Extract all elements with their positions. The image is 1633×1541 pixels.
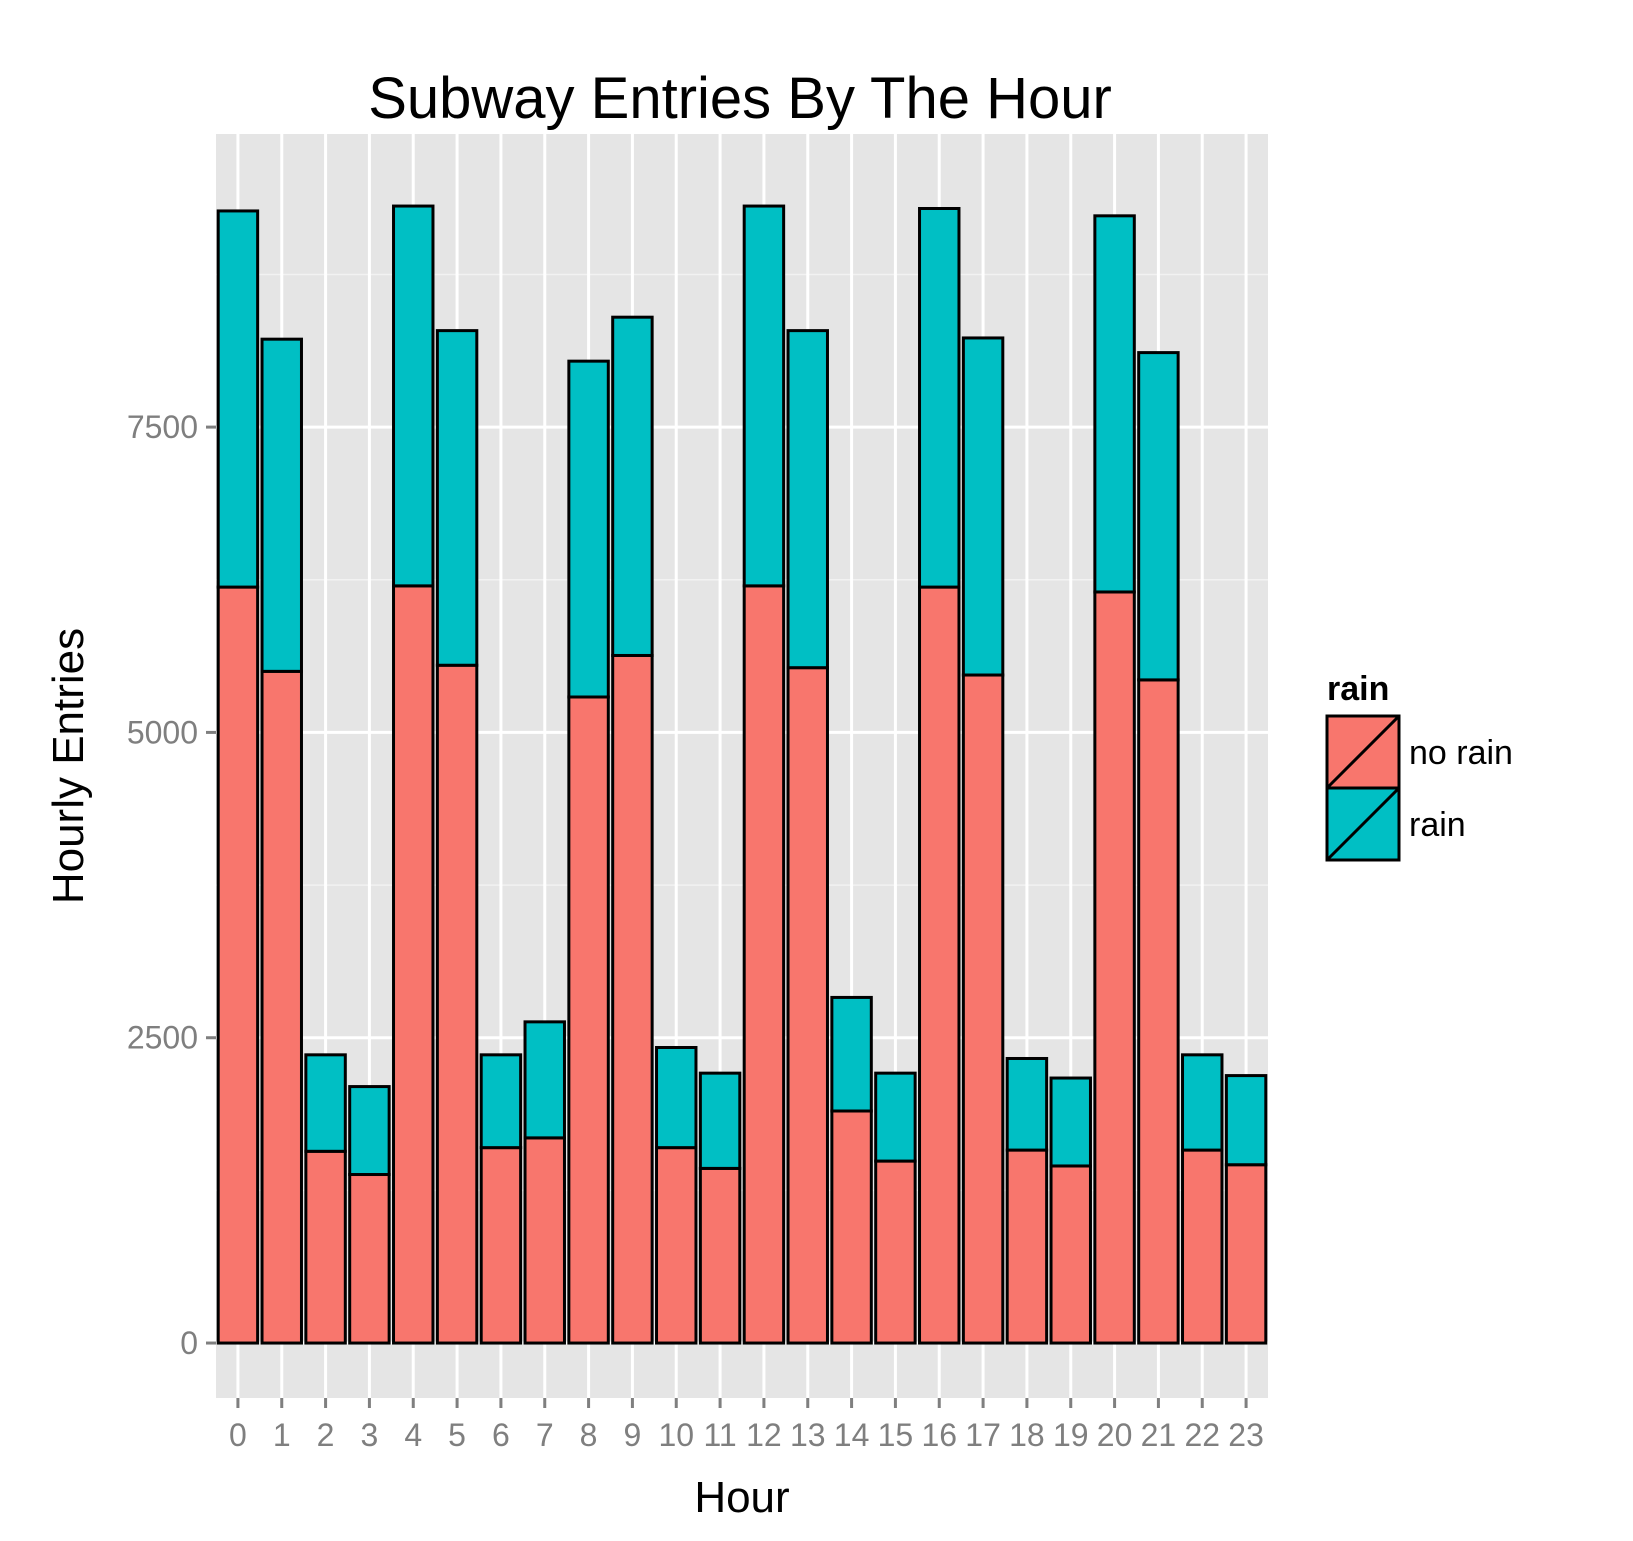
y-tick-label: 5000 <box>127 714 198 750</box>
bar-no-rain-hour-1 <box>260 669 303 1345</box>
bar-no-rain-hour-4 <box>392 584 435 1345</box>
bar-rain-hour-2 <box>304 1053 347 1153</box>
x-tick-label: 22 <box>1184 1417 1220 1453</box>
x-tick-label: 4 <box>404 1417 422 1453</box>
legend-title: rain <box>1327 670 1389 708</box>
bar-no-rain-hour-14 <box>830 1109 873 1345</box>
x-tick-label: 6 <box>492 1417 510 1453</box>
bar-rain-hour-5 <box>435 329 479 667</box>
bar-no-rain-hour-5 <box>435 663 479 1345</box>
x-axis-title: Hour <box>694 1473 789 1522</box>
bar-no-rain-hour-20 <box>1093 590 1136 1345</box>
bar-no-rain-hour-17 <box>961 673 1005 1345</box>
bar-no-rain-hour-6 <box>479 1146 523 1345</box>
bar-no-rain-hour-18 <box>1005 1148 1049 1345</box>
x-tick-label: 23 <box>1228 1417 1264 1453</box>
bar-no-rain-hour-10 <box>655 1146 698 1345</box>
x-tick-label: 20 <box>1097 1417 1133 1453</box>
legend-label-rain: rain <box>1409 806 1466 844</box>
bar-no-rain-hour-23 <box>1224 1163 1268 1345</box>
bar-no-rain-hour-2 <box>304 1149 347 1345</box>
y-tick-label: 0 <box>180 1325 198 1361</box>
bar-rain-hour-6 <box>479 1053 523 1150</box>
x-tick-label: 5 <box>448 1417 466 1453</box>
bar-rain-hour-23 <box>1224 1074 1268 1167</box>
x-axis: 0 1 2 3 4 5 6 7 8 9 10 11 12 13 14 15 16 17 18 19 20 21 22 23 <box>229 1398 1264 1453</box>
bar-rain-hour-0 <box>216 209 260 589</box>
bar-rain-hour-17 <box>961 336 1005 677</box>
bar-rain-hour-10 <box>655 1045 698 1150</box>
bar-rain-hour-21 <box>1137 351 1180 682</box>
x-tick-label: 10 <box>658 1417 694 1453</box>
x-tick-label: 19 <box>1053 1417 1089 1453</box>
legend-items: no rain rain <box>1325 714 1513 862</box>
bar-rain-hour-12 <box>742 204 786 588</box>
bar-no-rain-hour-21 <box>1137 678 1180 1345</box>
bar-rain-hour-8 <box>567 359 610 699</box>
y-axis-title: Hourly Entries <box>44 628 93 904</box>
legend-key-slash <box>1325 714 1401 790</box>
bars-layer <box>216 204 1268 1345</box>
bar-rain-hour-7 <box>523 1020 566 1140</box>
x-tick-label: 11 <box>703 1417 736 1453</box>
x-tick-label: 21 <box>1141 1417 1177 1453</box>
x-tick-label: 17 <box>965 1417 1001 1453</box>
bar-rain-hour-19 <box>1049 1076 1092 1168</box>
x-tick-label: 14 <box>834 1417 870 1453</box>
x-tick-label: 13 <box>790 1417 826 1453</box>
x-tick-label: 16 <box>921 1417 957 1453</box>
bar-rain-hour-1 <box>260 337 303 673</box>
bar-no-rain-hour-7 <box>523 1136 566 1345</box>
bar-rain-hour-11 <box>698 1071 742 1170</box>
bar-no-rain-hour-8 <box>567 695 610 1345</box>
bar-no-rain-hour-9 <box>611 653 654 1345</box>
plot-panel <box>216 134 1268 1398</box>
legend: rain no rain rain <box>1325 670 1513 862</box>
x-tick-label: 8 <box>580 1417 598 1453</box>
bar-no-rain-hour-19 <box>1049 1164 1092 1345</box>
bar-no-rain-hour-11 <box>698 1166 742 1345</box>
bar-rain-hour-4 <box>392 204 435 588</box>
bar-rain-hour-14 <box>830 995 873 1113</box>
bar-rain-hour-3 <box>348 1085 391 1177</box>
bar-rain-hour-15 <box>874 1071 917 1163</box>
x-tick-label: 15 <box>878 1417 914 1453</box>
legend-label-no-rain: no rain <box>1409 734 1513 772</box>
x-tick-label: 9 <box>624 1417 642 1453</box>
x-tick-label: 2 <box>317 1417 335 1453</box>
bar-no-rain-hour-12 <box>742 584 786 1345</box>
bar-rain-hour-20 <box>1093 214 1136 594</box>
bar-no-rain-hour-13 <box>786 666 829 1345</box>
bar-no-rain-hour-15 <box>874 1159 917 1345</box>
x-tick-label: 12 <box>746 1417 782 1453</box>
bar-rain-hour-9 <box>611 315 654 657</box>
y-tick-label: 7500 <box>127 409 198 445</box>
bar-no-rain-hour-0 <box>216 585 260 1345</box>
bar-no-rain-hour-16 <box>918 585 961 1345</box>
bar-rain-hour-16 <box>918 206 961 589</box>
bar-rain-hour-13 <box>786 329 829 670</box>
x-tick-label: 1 <box>273 1417 291 1453</box>
y-axis: 0 2500 5000 7500 <box>127 409 216 1361</box>
bar-no-rain-hour-22 <box>1181 1148 1224 1345</box>
y-tick-label: 2500 <box>127 1020 198 1056</box>
legend-key-slash <box>1325 786 1401 862</box>
bar-rain-hour-18 <box>1005 1056 1049 1152</box>
bar-no-rain-hour-3 <box>348 1173 391 1345</box>
x-tick-label: 0 <box>229 1417 247 1453</box>
x-tick-label: 7 <box>536 1417 554 1453</box>
bar-rain-hour-22 <box>1181 1053 1224 1152</box>
x-tick-label: 18 <box>1009 1417 1045 1453</box>
x-tick-label: 3 <box>361 1417 379 1453</box>
chart-title: Subway Entries By The Hour <box>368 66 1112 131</box>
